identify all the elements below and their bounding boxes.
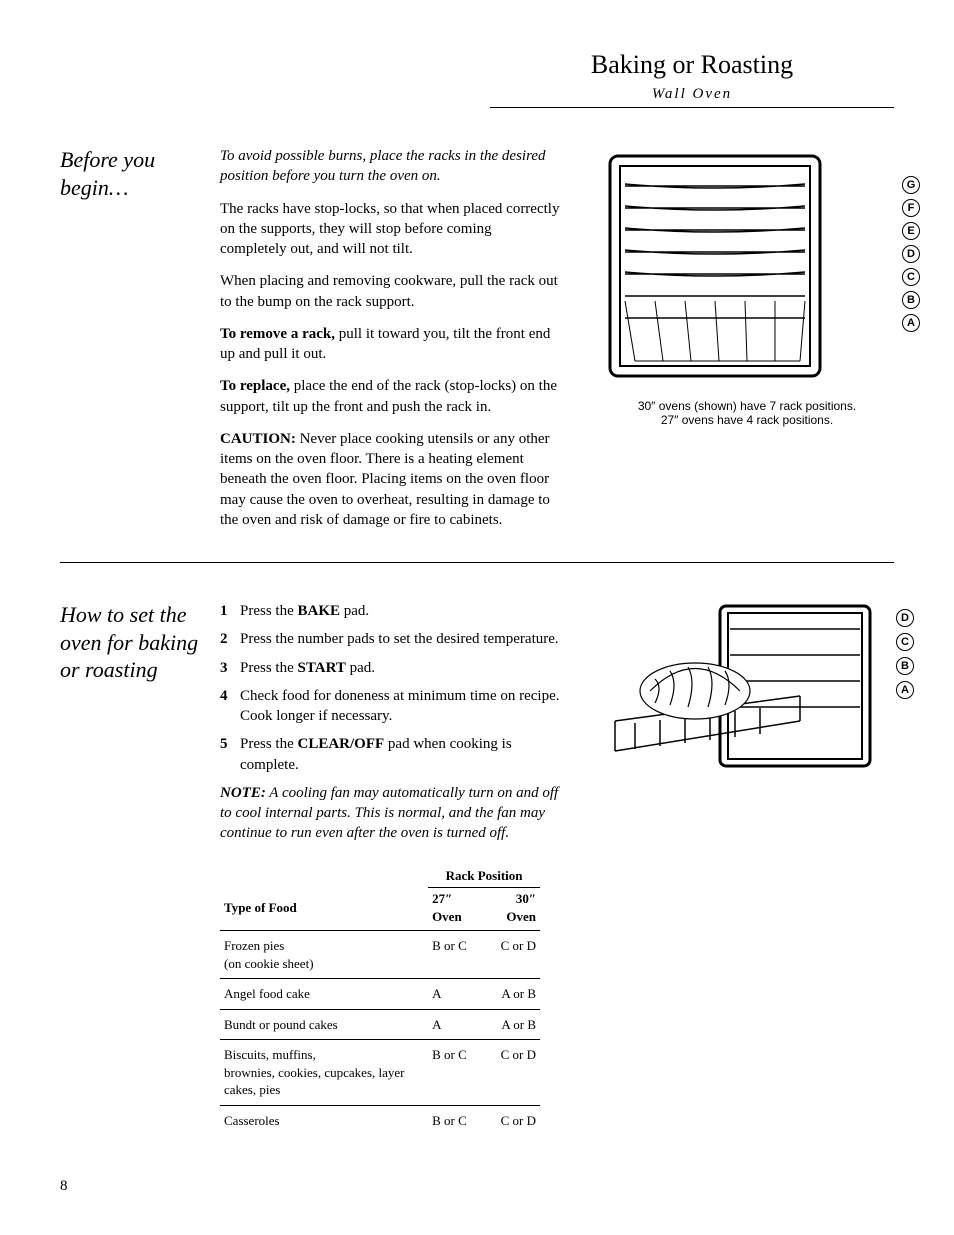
- step-item: Press the BAKE pad.: [220, 601, 560, 621]
- table-cell: Frozen pies (on cookie sheet): [220, 931, 428, 979]
- section-body: Press the BAKE pad. Press the number pad…: [220, 601, 560, 1136]
- table-cell: Casseroles: [220, 1105, 428, 1135]
- paragraph: When placing and removing cookware, pull…: [220, 271, 560, 312]
- section-body: To avoid possible burns, place the racks…: [220, 146, 560, 542]
- text: Press the: [240, 660, 298, 676]
- step-item: Press the START pad.: [220, 658, 560, 678]
- section-how-to-set: How to set the oven for baking or roasti…: [60, 601, 894, 1136]
- text: Biscuits, muffins,: [224, 1047, 316, 1062]
- note-label: NOTE:: [220, 785, 266, 801]
- rack-label: A: [896, 681, 914, 699]
- table-cell: C or D: [484, 1105, 540, 1135]
- section-divider: [60, 562, 894, 563]
- rack-labels: D C B A: [896, 609, 914, 699]
- rack-label: C: [896, 633, 914, 651]
- diagram-area: G F E D C B A 30″ ovens (shown) have 7 r…: [560, 146, 894, 542]
- table-row: Biscuits, muffins, brownies, cookies, cup…: [220, 1040, 540, 1106]
- rack-label: F: [902, 199, 920, 217]
- table-cell: B or C: [428, 1105, 484, 1135]
- step-item: Press the number pads to set the desired…: [220, 629, 560, 649]
- text: Frozen pies: [224, 938, 284, 953]
- rack-label: B: [902, 291, 920, 309]
- rack-label: E: [902, 222, 920, 240]
- page-number: 8: [60, 1178, 68, 1195]
- bold-text: To remove a rack,: [220, 326, 335, 342]
- paragraph: To replace, place the end of the rack (s…: [220, 376, 560, 417]
- page-subtitle: Wall Oven: [490, 86, 894, 103]
- table-cell: A or B: [484, 1009, 540, 1040]
- section-title: How to set the oven for baking or roasti…: [60, 601, 220, 1136]
- section-before-you-begin: Before you begin… To avoid possible burn…: [60, 146, 894, 542]
- caution-label: CAUTION:: [220, 431, 296, 447]
- title-block: Baking or Roasting Wall Oven: [490, 50, 894, 108]
- rack-label: D: [896, 609, 914, 627]
- note-paragraph: NOTE: A cooling fan may automatically tu…: [220, 783, 560, 844]
- text: pad.: [346, 660, 375, 676]
- table-header: 27″ Oven: [428, 888, 484, 931]
- bold-text: START: [298, 660, 346, 676]
- diagram-area: D C B A: [560, 601, 894, 1136]
- text: (on cookie sheet): [224, 956, 314, 971]
- table-header: Type of Food: [220, 888, 428, 931]
- table-cell: A: [428, 1009, 484, 1040]
- rack-label: A: [902, 314, 920, 332]
- rack-labels: G F E D C B A: [902, 176, 920, 332]
- oven-diagram-7rack: G F E D C B A: [600, 146, 894, 391]
- caption-line: 27″ ovens have 4 rack positions.: [661, 413, 833, 427]
- oven-svg-icon: [600, 146, 840, 386]
- text: pad.: [340, 603, 369, 619]
- oven-diagram-4rack: D C B A: [600, 601, 894, 786]
- table-row: Bundt or pound cakes A A or B: [220, 1009, 540, 1040]
- table-cell: Angel food cake: [220, 979, 428, 1010]
- lead-text: To avoid possible burns, place the racks…: [220, 146, 560, 187]
- page-title: Baking or Roasting: [490, 50, 894, 80]
- bold-text: BAKE: [298, 603, 341, 619]
- text: Press the: [240, 736, 298, 752]
- table-cell: A: [428, 979, 484, 1010]
- table-row: Angel food cake A A or B: [220, 979, 540, 1010]
- text: A cooling fan may automatically turn on …: [220, 785, 558, 842]
- oven-roast-svg-icon: [600, 601, 880, 781]
- diagram-caption: 30″ ovens (shown) have 7 rack positions.…: [600, 399, 894, 427]
- table-header-row: Type of Food 27″ Oven 30″ Oven: [220, 888, 540, 931]
- step-item: Press the CLEAR/OFF pad when cooking is …: [220, 734, 560, 775]
- rack-position-table: Rack Position Type of Food 27″ Oven 30″ …: [220, 862, 540, 1136]
- table-cell: B or C: [428, 931, 484, 979]
- section-title: Before you begin…: [60, 146, 220, 542]
- table-cell: B or C: [428, 1040, 484, 1106]
- paragraph: The racks have stop-locks, so that when …: [220, 199, 560, 260]
- rack-label: B: [896, 657, 914, 675]
- table-row: Frozen pies (on cookie sheet) B or C C or…: [220, 931, 540, 979]
- text: brownies, cookies, cupcakes, layer cakes…: [224, 1065, 405, 1098]
- step-item: Check food for doneness at minimum time …: [220, 686, 560, 727]
- table-cell: C or D: [484, 931, 540, 979]
- table-cell: Bundt or pound cakes: [220, 1009, 428, 1040]
- table-cell: A or B: [484, 979, 540, 1010]
- table-super-header: Rack Position: [220, 862, 540, 888]
- table-cell: Biscuits, muffins, brownies, cookies, cup…: [220, 1040, 428, 1106]
- rack-label: D: [902, 245, 920, 263]
- table-cell: C or D: [484, 1040, 540, 1106]
- table-header: Rack Position: [428, 862, 540, 888]
- table-header: 30″ Oven: [484, 888, 540, 931]
- bold-text: To replace,: [220, 378, 290, 394]
- paragraph: To remove a rack, pull it toward you, ti…: [220, 324, 560, 365]
- table-row: Casseroles B or C C or D: [220, 1105, 540, 1135]
- rack-label: G: [902, 176, 920, 194]
- rack-label: C: [902, 268, 920, 286]
- caption-line: 30″ ovens (shown) have 7 rack positions.: [638, 399, 856, 413]
- steps-list: Press the BAKE pad. Press the number pad…: [220, 601, 560, 775]
- bold-text: CLEAR/OFF: [298, 736, 385, 752]
- caution-paragraph: CAUTION: Never place cooking utensils or…: [220, 429, 560, 530]
- text: Press the: [240, 603, 298, 619]
